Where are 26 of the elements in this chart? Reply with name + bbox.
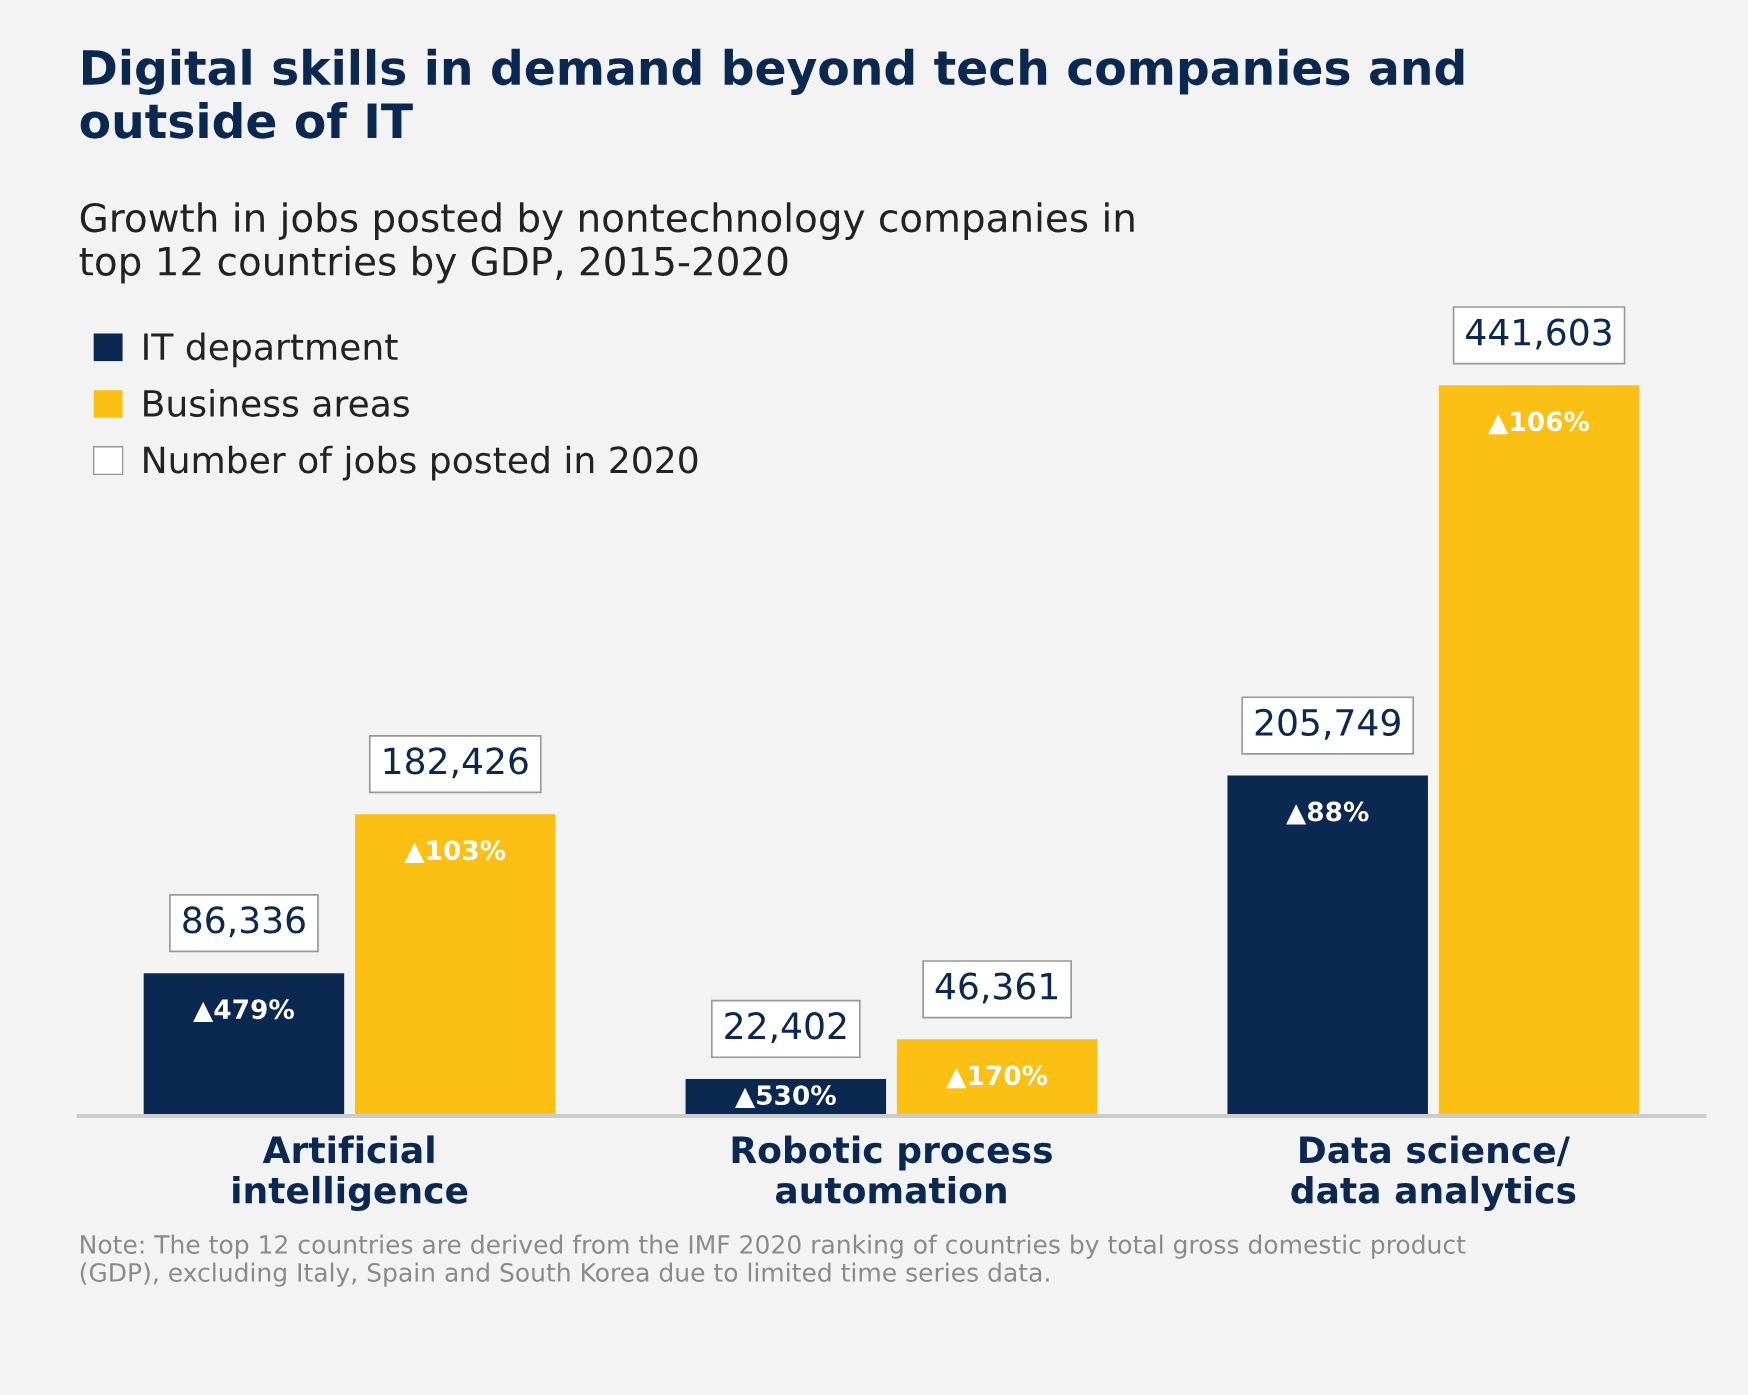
- x-tick-label: Artificial intelligence: [233, 1135, 468, 1212]
- bar: [143, 973, 345, 1116]
- bar: [1227, 775, 1428, 1116]
- annotation: Number of jobs posted in 2020: [144, 445, 698, 481]
- data-label: 182,426: [384, 747, 528, 779]
- text: Note: The top 12 countries are derived from the IMF 2020 ranking of countries by total gross domestic product (GDP), excluding Italy, Spain and South Korea due to limited time series data.: [80, 1234, 1466, 1287]
- annotation: ▲103%: [404, 840, 506, 864]
- data-label: 86,336: [183, 906, 305, 938]
- data-label: 46,361: [935, 972, 1057, 1004]
- data-label: 22,402: [725, 1012, 846, 1044]
- data-label: 441,603: [1466, 318, 1611, 350]
- x-tick-label: Data science/ data analytics: [1291, 1135, 1576, 1212]
- annotation: ▲479%: [193, 999, 294, 1023]
- chart-subtitle: Growth in jobs posted by nontechnology companies in top 12 countries by GDP, 2015-2020: [79, 202, 1134, 284]
- x-tick-label: Robotic process automation: [732, 1135, 1052, 1204]
- chart-title: Digital skills in demand beyond tech companies and outside of IT: [80, 48, 1464, 139]
- bar: [896, 1039, 1098, 1116]
- annotation: ▲106%: [1488, 411, 1590, 435]
- bar: [1438, 385, 1640, 1116]
- bar: [355, 814, 556, 1116]
- legend-label: IT department: [144, 332, 398, 368]
- annotation: ▲170%: [946, 1065, 1048, 1089]
- legend-label: Business areas: [144, 389, 409, 417]
- annotation: ▲88%: [1286, 801, 1369, 825]
- annotation: ▲530%: [734, 1085, 836, 1108]
- data-label: 205,749: [1255, 708, 1400, 740]
